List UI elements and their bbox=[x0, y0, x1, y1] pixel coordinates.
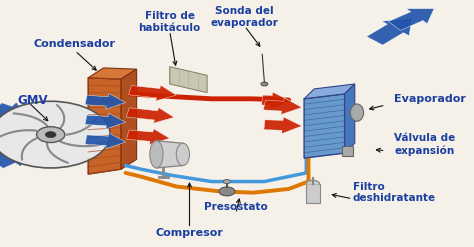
Circle shape bbox=[36, 127, 65, 143]
Polygon shape bbox=[0, 102, 28, 122]
Bar bbox=[306, 184, 319, 203]
Ellipse shape bbox=[150, 141, 163, 168]
Polygon shape bbox=[262, 92, 291, 109]
Circle shape bbox=[223, 180, 230, 184]
Polygon shape bbox=[156, 141, 183, 168]
Text: Presostato: Presostato bbox=[204, 203, 268, 212]
Polygon shape bbox=[304, 94, 345, 158]
Polygon shape bbox=[0, 123, 28, 146]
Ellipse shape bbox=[176, 143, 190, 165]
Polygon shape bbox=[85, 113, 126, 129]
Polygon shape bbox=[264, 98, 302, 115]
Polygon shape bbox=[85, 93, 126, 109]
Circle shape bbox=[219, 187, 235, 196]
Polygon shape bbox=[306, 180, 319, 184]
Text: Filtro de
habitáculo: Filtro de habitáculo bbox=[138, 11, 201, 33]
Polygon shape bbox=[88, 68, 137, 79]
Text: Compresor: Compresor bbox=[155, 228, 223, 238]
Ellipse shape bbox=[350, 104, 364, 121]
Polygon shape bbox=[88, 78, 121, 174]
Polygon shape bbox=[388, 9, 434, 30]
Polygon shape bbox=[345, 84, 355, 153]
Polygon shape bbox=[128, 85, 176, 101]
Polygon shape bbox=[121, 69, 137, 169]
Circle shape bbox=[261, 82, 268, 86]
Polygon shape bbox=[304, 84, 355, 99]
Polygon shape bbox=[170, 67, 207, 93]
Polygon shape bbox=[127, 129, 170, 144]
Polygon shape bbox=[366, 19, 412, 45]
Bar bbox=[342, 146, 353, 156]
Polygon shape bbox=[85, 133, 126, 149]
Polygon shape bbox=[264, 117, 302, 134]
Text: Sonda del
evaporador: Sonda del evaporador bbox=[210, 6, 279, 28]
Circle shape bbox=[0, 101, 110, 168]
Polygon shape bbox=[0, 148, 28, 168]
Text: Evaporador: Evaporador bbox=[394, 94, 466, 104]
Text: GMV: GMV bbox=[18, 94, 48, 106]
Polygon shape bbox=[126, 107, 174, 123]
Text: Condensador: Condensador bbox=[34, 40, 116, 49]
Text: Filtro
deshidratante: Filtro deshidratante bbox=[353, 182, 436, 204]
Text: Válvula de
expansión: Válvula de expansión bbox=[394, 133, 456, 156]
Circle shape bbox=[46, 132, 56, 138]
